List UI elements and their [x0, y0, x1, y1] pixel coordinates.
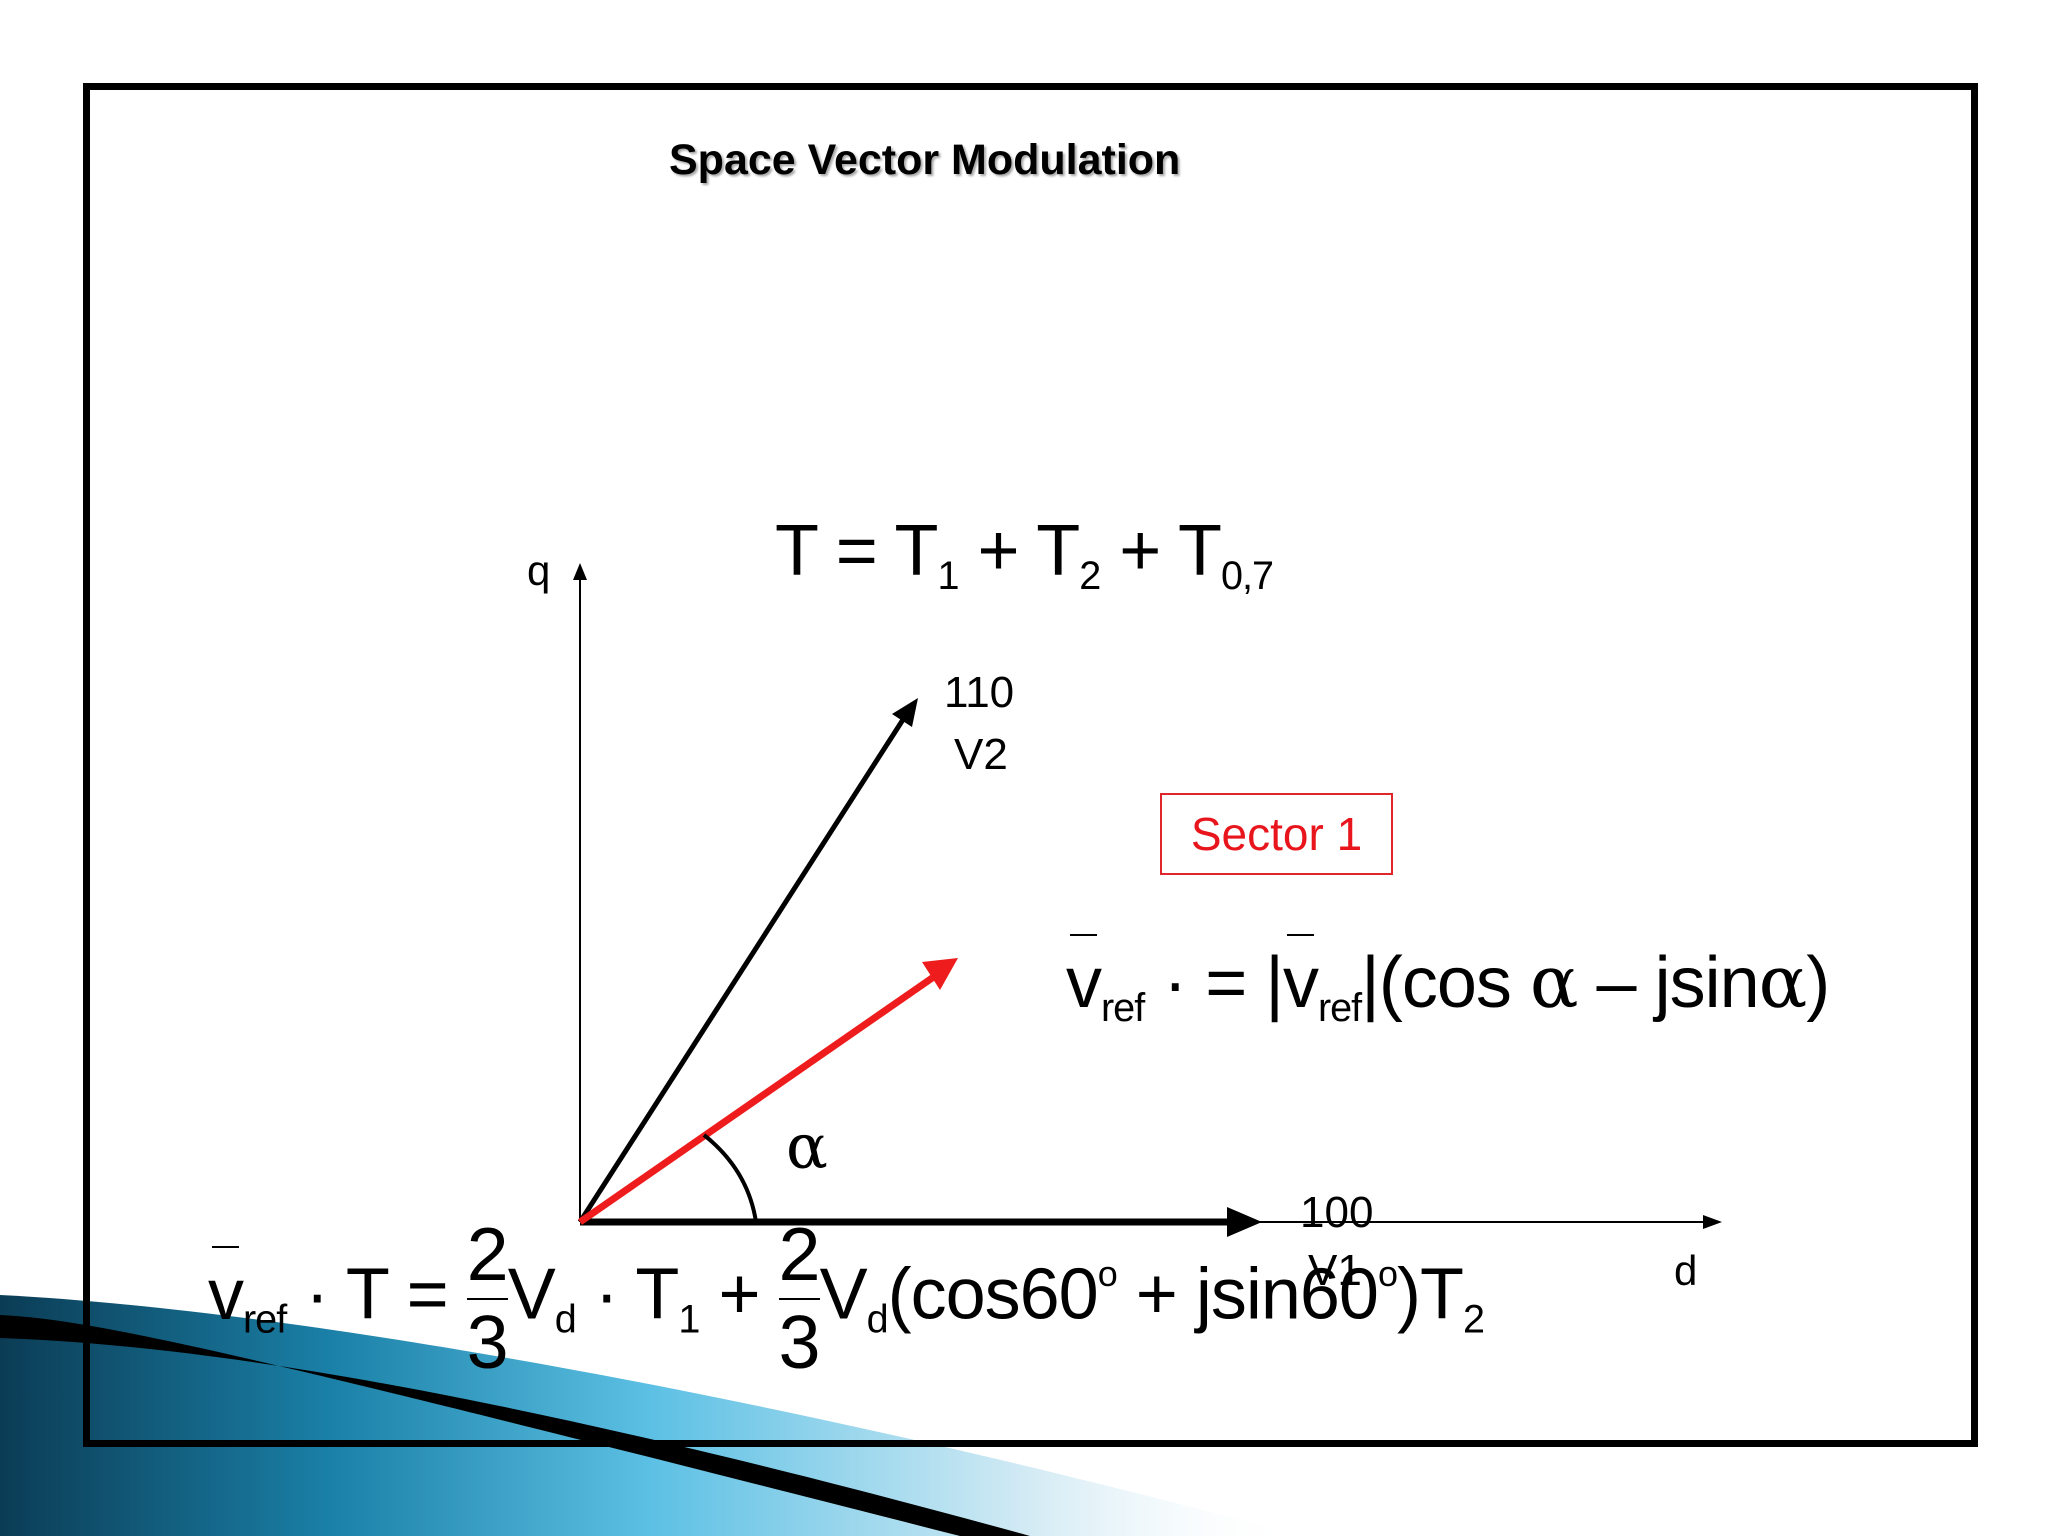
swoosh-light — [0, 1295, 1300, 1536]
angle-alpha-label: α — [786, 1110, 828, 1183]
eq-polar-minus: – — [1596, 943, 1637, 1023]
eq-polar-close: ) — [1806, 943, 1830, 1023]
eq-vt-vd2-sub: d — [866, 1297, 889, 1342]
eq-vt-v-sub: ref — [243, 1297, 287, 1342]
eq-vt-dot-t1: · T — [594, 1254, 680, 1335]
eq-vt-t2-sub: 2 — [1462, 1297, 1485, 1342]
eq-polar-v: v — [1066, 934, 1102, 1023]
axis-q-label: q — [527, 547, 551, 594]
slide-title: Space Vector Modulation — [669, 136, 1181, 184]
eq-time-t07: T — [1177, 511, 1222, 591]
eq-time-t07-sub: 0,7 — [1220, 553, 1274, 598]
equation-time-sum: T = T1 + T2 + T0,7 — [775, 510, 1274, 599]
eq-polar-alpha2: α — [1758, 940, 1808, 1024]
reference-vector-arrowhead — [922, 958, 958, 990]
vector-v1-arrowhead — [1227, 1207, 1262, 1237]
equation-vref-time: vref · T = 2 3 Vd · T1 + 2 3 Vd(cos60o + jsi… — [208, 1217, 1485, 1385]
eq-time-t1-sub: 1 — [937, 553, 959, 598]
eq-vt-eq: = — [406, 1254, 449, 1335]
angle-arc — [702, 1133, 758, 1223]
vector-v2-line — [577, 716, 907, 1224]
vector-v2-arrowhead — [892, 698, 918, 727]
eq-vt-frac1-num: 2 — [466, 1217, 509, 1300]
eq-polar-dot: · — [1163, 943, 1187, 1023]
eq-time-t1: T — [894, 511, 938, 591]
eq-polar-abs-v: v — [1282, 934, 1319, 1023]
slide-frame — [83, 83, 1978, 1447]
eq-time-t2-sub: 2 — [1079, 553, 1101, 598]
reference-vector-line — [578, 973, 937, 1225]
eq-time-t2: T — [1036, 511, 1080, 591]
swoosh-dark — [0, 1315, 1030, 1536]
eq-polar-cos: cos — [1401, 943, 1512, 1023]
eq-polar-alpha1: α — [1529, 940, 1579, 1024]
axis-d-label: d — [1674, 1247, 1698, 1294]
q-axis-arrowhead — [573, 563, 587, 580]
eq-vt-v: v — [208, 1245, 244, 1335]
eq-vt-plus2: + — [1135, 1254, 1178, 1335]
eq-polar-eq: = — [1205, 943, 1247, 1023]
sector-label: Sector 1 — [1160, 793, 1393, 875]
vector-v2-name: V2 — [954, 730, 1008, 779]
eq-time-eq: = — [835, 511, 878, 591]
eq-vt-deg1: o — [1097, 1253, 1118, 1295]
eq-time-plus2: + — [1119, 511, 1161, 591]
eq-vt-vd2: V — [819, 1254, 868, 1335]
eq-vt-close-t2: )T — [1396, 1254, 1464, 1335]
eq-vt-cos-part: (cos60 — [887, 1254, 1099, 1335]
eq-vt-jsin-part: jsin60 — [1195, 1254, 1379, 1335]
eq-vt-dot-t: · T — [305, 1254, 388, 1335]
vector-v1-code: 100 — [1300, 1188, 1374, 1237]
equation-vref-polar: vref · = |vref|(cos α – jsinα) — [1066, 934, 1830, 1031]
eq-vt-frac1-den: 3 — [466, 1300, 509, 1385]
eq-vt-vd1-sub: d — [554, 1297, 577, 1342]
eq-vt-deg2: o — [1377, 1253, 1398, 1295]
eq-vt-plus: + — [718, 1254, 760, 1335]
eq-polar-abs-right: | — [1361, 943, 1380, 1023]
eq-vt-frac2-num: 2 — [778, 1217, 821, 1300]
eq-vt-vd1: V — [507, 1254, 556, 1335]
eq-polar-jsin: jsin — [1654, 943, 1760, 1023]
d-axis-arrowhead — [1703, 1215, 1722, 1229]
eq-time-plus1: + — [977, 511, 1019, 591]
eq-time-lhs: T — [775, 511, 818, 591]
eq-polar-v-sub: ref — [1101, 985, 1145, 1030]
vector-v2-code: 110 — [944, 668, 1015, 717]
eq-polar-abs-left: | — [1265, 943, 1284, 1023]
eq-polar-open: ( — [1378, 943, 1403, 1023]
eq-vt-frac2-den: 3 — [778, 1300, 821, 1385]
eq-vt-t1-sub: 1 — [678, 1297, 700, 1342]
vector-v1-name: V1 — [1308, 1246, 1362, 1295]
eq-polar-abs-v-sub: ref — [1317, 985, 1362, 1030]
